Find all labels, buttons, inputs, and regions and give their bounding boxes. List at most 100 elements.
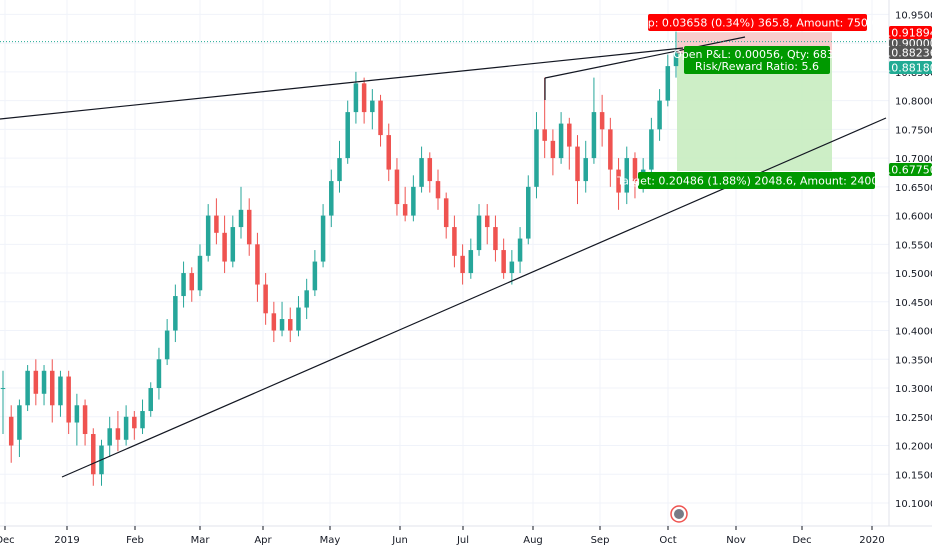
candle: [476, 204, 482, 256]
candle-body: [599, 112, 605, 130]
candle: [66, 370, 71, 435]
y-tick-label: 10.40000: [895, 327, 932, 338]
candle-body: [49, 370, 55, 406]
candle: [140, 399, 145, 435]
candle-body: [583, 158, 588, 182]
candle-body: [296, 307, 301, 331]
pnl-label-line1: Open P&L: 0.00056, Qty: 6834: [673, 48, 841, 61]
candle: [25, 365, 30, 412]
x-tick-label: Mar: [191, 535, 211, 546]
candle: [378, 94, 383, 147]
candle-body: [41, 370, 47, 394]
candle-body: [82, 405, 88, 435]
candle-body: [287, 319, 293, 331]
candle: [115, 411, 121, 452]
x-tick-label: Jul: [456, 535, 469, 546]
candle-body: [427, 158, 433, 182]
candle: [238, 186, 244, 239]
candle: [287, 307, 293, 343]
candle: [567, 117, 572, 170]
candle-body: [484, 215, 490, 228]
candle: [509, 250, 515, 285]
candle-body: [74, 405, 80, 423]
pnl-label-bg: [684, 46, 830, 74]
hidden-price-tag-bg: [889, 39, 932, 47]
candle-body: [123, 416, 129, 440]
target-price-tag-bg: [889, 163, 932, 176]
candle: [353, 71, 359, 124]
trendline-3: [544, 36, 746, 79]
candle-body: [58, 376, 63, 406]
y-tick-label: 10.50000: [895, 269, 932, 280]
y-tick-label: 10.15000: [895, 470, 932, 481]
candle: [665, 54, 671, 107]
candle-body: [657, 100, 662, 130]
candle: [132, 411, 137, 440]
x-tick-label: Aug: [523, 535, 543, 546]
y-tick-label: 10.20000: [895, 442, 932, 453]
candle: [312, 250, 318, 297]
candle: [468, 238, 474, 279]
target-price-tag: 10.67750: [884, 163, 932, 177]
candle-body: [329, 181, 334, 216]
candle-body: [665, 66, 671, 101]
y-tick-label: 10.55000: [895, 240, 932, 251]
candle: [173, 284, 178, 343]
candle: [558, 112, 564, 164]
candle: [591, 77, 597, 164]
y-tick-label: 10.10000: [895, 499, 932, 510]
candle: [583, 140, 588, 193]
candle-body: [140, 411, 145, 429]
candle-body: [0, 388, 6, 390]
candle: [427, 152, 433, 193]
stop-label-bg: [648, 14, 867, 31]
candle: [673, 31, 679, 78]
candle: [361, 77, 367, 124]
candle: [501, 238, 506, 279]
candle: [386, 123, 392, 182]
candle: [107, 416, 112, 458]
candle-body: [419, 158, 424, 187]
x-tick-label: May: [320, 535, 341, 546]
candle-body: [345, 112, 350, 159]
candle: [624, 146, 630, 205]
x-tick-label: Apr: [254, 535, 272, 546]
candle: [123, 405, 129, 446]
candle: [599, 94, 605, 147]
candle-body: [476, 215, 482, 251]
candle-body: [263, 284, 268, 314]
candle: [329, 169, 334, 228]
stop-label-text: Stop: 0.03658 (0.34%) 365.8, Amount: 750…: [630, 17, 886, 30]
candle-body: [181, 273, 186, 297]
pnl-label: Open P&L: 0.00056, Qty: 6834Risk/Reward …: [673, 46, 841, 74]
y-tick-label: 10.25000: [895, 413, 932, 424]
y-tick-label: 10.60000: [895, 212, 932, 223]
candle-body: [222, 232, 227, 262]
candle: [296, 296, 301, 337]
candle: [58, 370, 63, 417]
candle: [575, 135, 580, 205]
x-tick-label: 2019: [54, 535, 79, 546]
pnl-label-line2: Risk/Reward Ratio: 5.6: [695, 60, 819, 73]
candle: [214, 198, 219, 245]
candle: [649, 117, 654, 182]
stop-price-tag: 10.91894: [884, 26, 932, 40]
candle-body: [279, 319, 285, 331]
candle-body: [25, 370, 30, 406]
candle-body: [148, 388, 153, 412]
candle-body: [173, 296, 178, 331]
candle-body: [534, 129, 539, 187]
x-tick-label: 2020: [859, 535, 884, 546]
candle: [534, 112, 539, 199]
candle: [279, 301, 285, 337]
candle: [632, 152, 638, 199]
candle-body: [156, 359, 162, 389]
candle-body: [616, 169, 621, 193]
candle-body: [304, 290, 309, 308]
candle-body: [550, 140, 556, 159]
candle: [337, 140, 342, 193]
candle: [91, 428, 96, 486]
last-price-tag: 10.88180: [884, 61, 932, 75]
